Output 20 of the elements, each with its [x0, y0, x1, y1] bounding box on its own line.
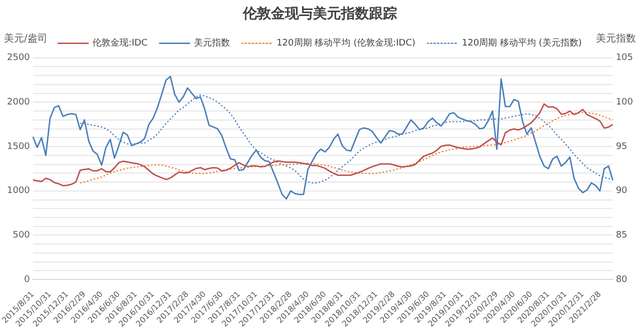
y-tick-label: 500 [12, 230, 30, 241]
y2-tick-label: 80 [616, 274, 628, 285]
y2-axis-title: 美元指数 [596, 32, 636, 44]
line-series [80, 112, 614, 184]
y-axis-title: 美元/盎司 [4, 32, 48, 44]
y-tick-label: 1000 [7, 186, 30, 196]
y-tick-label: 0 [24, 274, 30, 285]
y2-tick-label: 90 [616, 186, 628, 196]
y2-tick-label: 100 [616, 98, 634, 108]
legend-label: 120周期 移动平均 (伦敦金现:IDC) [276, 38, 416, 49]
legend-label: 120周期 移动平均 (美元指数) [462, 38, 582, 49]
y2-tick-label: 105 [616, 53, 634, 64]
y2-tick-label: 95 [616, 142, 628, 152]
chart-title: 伦敦金现与美元指数跟踪 [242, 5, 397, 22]
y2-tick-label: 85 [616, 230, 628, 241]
y-tick-label: 1500 [7, 142, 30, 152]
y-tick-label: 2000 [7, 98, 30, 108]
y-tick-label: 2500 [7, 53, 30, 64]
legend-label: 美元指数 [194, 38, 230, 49]
legend-label: 伦敦金现:IDC [92, 38, 148, 49]
